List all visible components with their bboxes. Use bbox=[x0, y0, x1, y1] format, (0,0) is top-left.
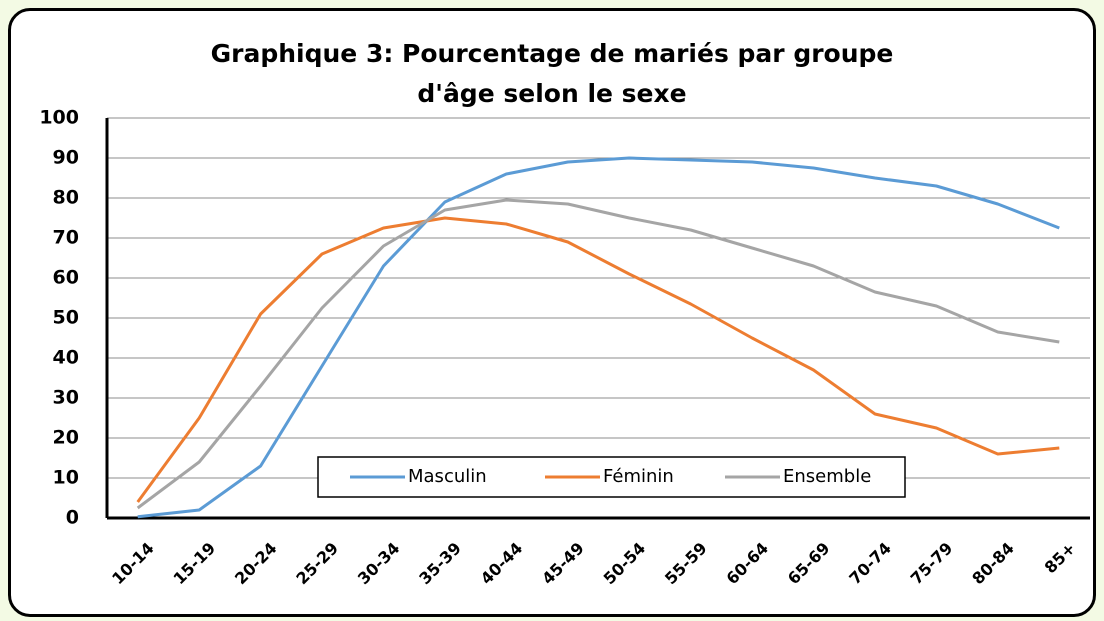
x-tick-label: 75-79 bbox=[907, 539, 957, 589]
x-tick-label: 25-29 bbox=[292, 539, 342, 589]
y-tick-label: 70 bbox=[53, 227, 79, 249]
legend-label: Ensemble bbox=[783, 466, 871, 487]
y-tick-label: 60 bbox=[53, 267, 79, 289]
chart-frame bbox=[8, 8, 1096, 617]
chart-title: Graphique 3: Pourcentage de mariés par g… bbox=[210, 39, 894, 108]
x-tick-label: 10-14 bbox=[108, 539, 158, 589]
legend-box bbox=[317, 456, 906, 498]
y-tick-label: 90 bbox=[53, 147, 79, 169]
y-tick-label: 100 bbox=[39, 107, 79, 129]
x-tick-label: 50-54 bbox=[600, 539, 650, 589]
y-tick-label: 0 bbox=[66, 507, 79, 529]
legend-label: Masculin bbox=[408, 466, 487, 487]
x-tick-label: 40-44 bbox=[477, 539, 527, 589]
y-tick-label: 20 bbox=[53, 427, 79, 449]
y-tick-label: 40 bbox=[53, 347, 79, 369]
x-tick-label: 35-39 bbox=[415, 539, 465, 589]
series-line bbox=[137, 156, 1060, 519]
series-line bbox=[136, 216, 1060, 503]
x-tick-label: 55-59 bbox=[661, 539, 711, 589]
y-tick-label: 30 bbox=[53, 387, 79, 409]
x-tick-label: 65-69 bbox=[784, 539, 834, 589]
y-tick-label: 80 bbox=[53, 187, 79, 209]
x-tick-label: 15-19 bbox=[170, 539, 220, 589]
x-tick-label: 45-49 bbox=[538, 539, 588, 589]
x-tick-label: 30-34 bbox=[354, 539, 404, 589]
x-tick-label: 70-74 bbox=[845, 539, 895, 589]
x-tick-label: 60-64 bbox=[722, 539, 772, 589]
series-line bbox=[136, 198, 1060, 510]
y-tick-label: 10 bbox=[53, 467, 79, 489]
legend-label: Féminin bbox=[603, 466, 674, 487]
x-tick-label: 80-84 bbox=[968, 539, 1018, 589]
y-tick-label: 50 bbox=[53, 307, 79, 329]
x-tick-label: 85+ bbox=[1041, 539, 1080, 578]
x-tick-label: 20-24 bbox=[231, 539, 281, 589]
